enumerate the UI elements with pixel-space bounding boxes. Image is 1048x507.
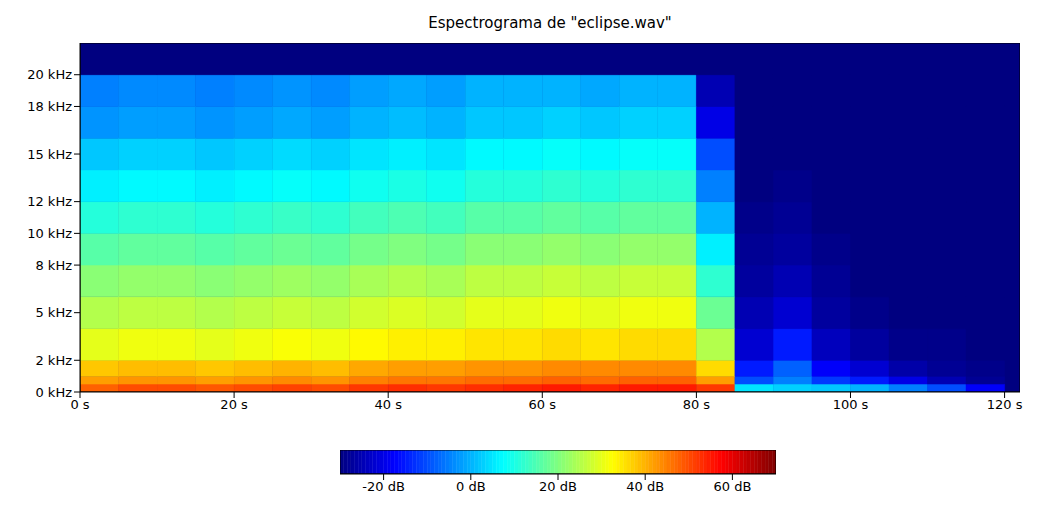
svg-text:20 s: 20 s (220, 397, 248, 412)
svg-text:0 dB: 0 dB (456, 479, 486, 494)
svg-text:5 kHz: 5 kHz (35, 305, 72, 320)
html-text:Espectrograma de "eclipse.wav": Espectrograma de "eclipse.wav" (428, 14, 672, 32)
svg-text:2 kHz: 2 kHz (35, 353, 72, 368)
svg-text:20 dB: 20 dB (539, 479, 577, 494)
svg-text:120 s: 120 s (987, 397, 1023, 412)
svg-text:40 s: 40 s (374, 397, 402, 412)
svg-text:8 kHz: 8 kHz (35, 258, 72, 273)
svg-text:40 dB: 40 dB (626, 479, 664, 494)
svg-text:18 kHz: 18 kHz (27, 99, 72, 114)
svg-text:60 dB: 60 dB (713, 479, 751, 494)
svg-text:80 s: 80 s (683, 397, 711, 412)
svg-text:10 kHz: 10 kHz (27, 226, 72, 241)
svg-text:100 s: 100 s (833, 397, 869, 412)
svg-text:60 s: 60 s (529, 397, 557, 412)
svg-text:12 kHz: 12 kHz (27, 194, 72, 209)
svg-text:-20 dB: -20 dB (362, 479, 405, 494)
svg-text:0 kHz: 0 kHz (35, 385, 72, 400)
svg-text:15 kHz: 15 kHz (27, 147, 72, 162)
svg-text:20 kHz: 20 kHz (27, 67, 72, 82)
svg-text:0 s: 0 s (70, 397, 89, 412)
